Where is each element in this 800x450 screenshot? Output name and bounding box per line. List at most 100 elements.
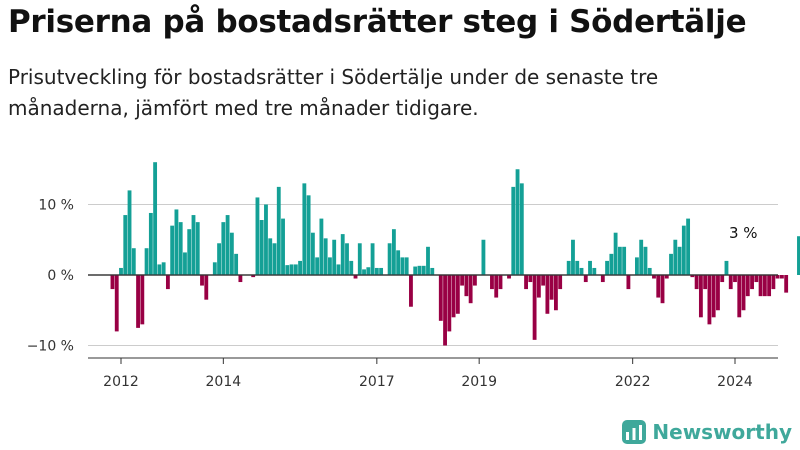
bar — [131, 248, 136, 275]
bar — [140, 275, 145, 325]
bar — [153, 162, 158, 275]
bar — [528, 275, 533, 283]
bar — [221, 222, 226, 276]
bar — [647, 267, 652, 275]
bar — [673, 239, 678, 275]
bar — [255, 197, 260, 275]
bar — [306, 195, 311, 275]
bar — [669, 253, 673, 275]
bar — [200, 275, 204, 286]
bar — [652, 275, 656, 279]
bar — [643, 246, 648, 275]
bars — [88, 162, 800, 346]
bar — [426, 246, 430, 275]
x-tick-label: 2022 — [615, 374, 651, 390]
bar — [281, 218, 285, 275]
bar — [400, 257, 405, 276]
bar — [114, 275, 119, 332]
chart-subtitle: Prisutveckling för bostadsrätter i Söder… — [8, 65, 659, 120]
bar — [212, 262, 217, 275]
bar — [468, 275, 473, 304]
bar — [264, 204, 268, 275]
bar — [592, 267, 597, 275]
bar — [762, 275, 767, 297]
bar — [340, 234, 345, 275]
bar — [234, 253, 239, 275]
bar — [396, 250, 401, 275]
bar — [110, 275, 115, 290]
bar — [635, 257, 639, 276]
bar — [545, 275, 550, 314]
bar — [238, 275, 243, 283]
bar — [519, 183, 524, 275]
bar — [370, 243, 375, 275]
bar — [387, 243, 392, 275]
bar — [775, 275, 780, 279]
x-axis: 2012 2014 2017 2019 2022 2024 — [88, 357, 778, 390]
bar — [298, 260, 302, 275]
bar — [157, 264, 162, 275]
newsworthy-logo-icon — [622, 420, 647, 444]
bar — [605, 260, 609, 275]
x-tick-label: 2014 — [206, 374, 242, 390]
y-tick-label: 0 % — [47, 268, 74, 284]
bar — [123, 215, 128, 275]
bar — [536, 275, 541, 298]
bar — [698, 275, 703, 318]
bar — [353, 275, 358, 279]
bar — [707, 275, 712, 325]
bar — [639, 239, 644, 275]
bar — [664, 275, 669, 279]
chart-title: Priserna på bostadsrätter steg i Södertä… — [8, 4, 747, 40]
bar — [319, 218, 324, 275]
bar — [229, 232, 234, 275]
bar — [566, 260, 571, 275]
bar — [148, 212, 153, 275]
bar — [438, 275, 443, 321]
bar — [686, 218, 691, 275]
bar — [391, 229, 396, 275]
bar — [690, 275, 695, 278]
bar — [323, 238, 328, 275]
bar — [251, 275, 256, 278]
bar — [694, 275, 699, 290]
bar — [136, 275, 140, 328]
bar — [447, 275, 452, 332]
bar — [575, 260, 580, 275]
bar — [204, 275, 209, 300]
bar — [191, 215, 196, 275]
bar — [127, 190, 132, 275]
bar — [771, 275, 776, 290]
bar — [617, 246, 622, 275]
bar — [315, 257, 320, 276]
bar — [571, 239, 575, 275]
bar — [421, 265, 426, 275]
bar — [178, 222, 183, 276]
bar — [119, 267, 123, 275]
bar — [507, 275, 511, 279]
bar — [554, 275, 558, 311]
bar — [588, 260, 592, 275]
bar — [374, 267, 379, 275]
bar — [711, 275, 716, 318]
x-tick-label: 2024 — [717, 374, 753, 390]
bar — [451, 275, 456, 318]
bar — [681, 225, 686, 275]
bar — [767, 275, 772, 297]
bar — [583, 275, 588, 283]
bar — [549, 275, 554, 300]
y-tick-label: 10 % — [38, 198, 74, 214]
bar — [328, 257, 332, 276]
bar — [443, 275, 447, 346]
bar — [622, 246, 627, 275]
bar — [272, 243, 277, 275]
bar — [745, 275, 750, 297]
bar — [724, 260, 729, 275]
bar — [494, 275, 499, 298]
bar — [656, 275, 661, 298]
bar — [784, 275, 789, 293]
bar — [626, 275, 631, 290]
annotations: 3 % — [729, 224, 758, 242]
y-tick-label: −10 % — [27, 339, 74, 355]
